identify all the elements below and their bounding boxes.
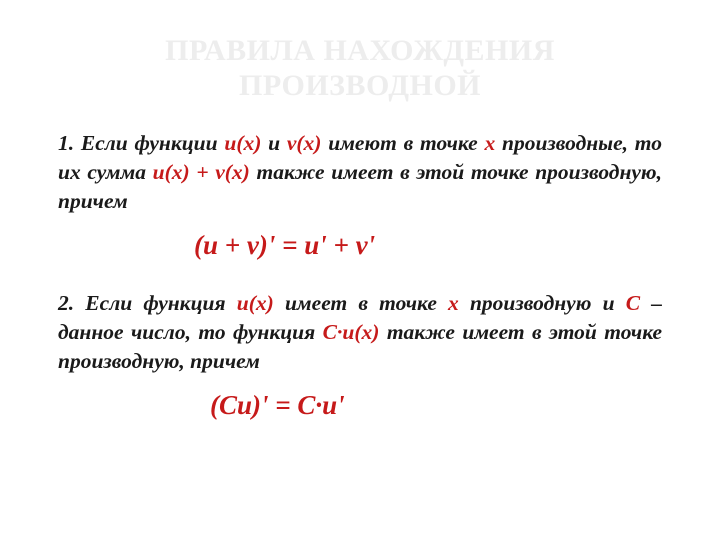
text: имеет в точке xyxy=(274,291,448,315)
rule-1-formula: (u + v)' = u' + v' xyxy=(58,230,662,261)
inline-math: C·u(x) xyxy=(323,320,380,344)
title-line-1: ПРАВИЛА НАХОЖДЕНИЯ xyxy=(165,34,555,67)
inline-math: u(x) xyxy=(224,131,261,155)
inline-math: x xyxy=(448,291,459,315)
inline-math: v(x) xyxy=(287,131,322,155)
inline-math: u(x) + v(x) xyxy=(153,160,250,184)
rule-2-formula: (Cu)' = C·u' xyxy=(58,390,662,421)
inline-math: C xyxy=(626,291,640,315)
title-line-2: ПРОИЗВОДНОЙ xyxy=(239,69,481,102)
slide: ПРАВИЛА НАХОЖДЕНИЯ ПРОИЗВОДНОЙ 1. Если ф… xyxy=(0,0,720,540)
inline-math: u(x) xyxy=(237,291,274,315)
slide-title: ПРАВИЛА НАХОЖДЕНИЯ ПРОИЗВОДНОЙ xyxy=(58,34,662,103)
text: имеют в точке xyxy=(321,131,484,155)
rule-2-paragraph: 2. Если функция u(x) имеет в точке x про… xyxy=(58,289,662,376)
text: производную и xyxy=(459,291,626,315)
text: 2. Если функция xyxy=(58,291,237,315)
rule-1-paragraph: 1. Если функции u(x) и v(x) имеют в точк… xyxy=(58,129,662,216)
text: 1. Если функции xyxy=(58,131,224,155)
text: и xyxy=(261,131,286,155)
inline-math: x xyxy=(484,131,495,155)
